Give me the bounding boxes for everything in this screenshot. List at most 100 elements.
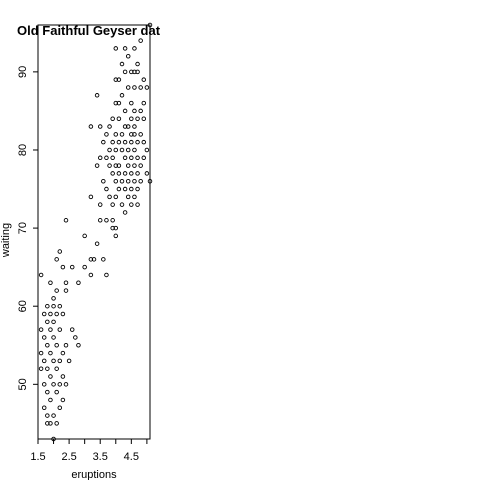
data-point — [104, 218, 109, 223]
data-point — [57, 303, 63, 309]
data-point — [45, 389, 50, 395]
data-point — [135, 171, 140, 176]
data-point — [147, 22, 153, 28]
data-point — [104, 186, 109, 192]
data-point — [110, 139, 115, 145]
data-point — [101, 139, 106, 145]
data-point — [51, 303, 56, 309]
data-point — [138, 85, 143, 90]
chart-title: Old Faithful Geyser data — [17, 23, 168, 38]
data-point — [129, 139, 134, 145]
data-point — [116, 186, 122, 192]
data-point — [51, 358, 56, 364]
data-point — [48, 374, 53, 379]
data-point — [41, 382, 47, 387]
data-point — [113, 163, 119, 168]
data-point — [38, 327, 44, 332]
data-point — [82, 233, 87, 239]
data-point — [63, 218, 69, 223]
data-point — [119, 178, 125, 184]
data-point — [122, 186, 128, 192]
data-point — [76, 280, 81, 286]
data-point — [54, 311, 59, 317]
data-point — [88, 194, 94, 200]
data-point — [41, 311, 47, 317]
data-point — [97, 124, 103, 129]
data-point — [51, 413, 56, 418]
data-point — [129, 132, 134, 137]
data-point — [125, 54, 131, 59]
y-tick-label: 90 — [17, 66, 29, 78]
data-point — [144, 147, 150, 153]
data-point — [141, 139, 147, 145]
data-point — [141, 100, 147, 106]
y-tick-label: 80 — [17, 144, 29, 156]
x-tick-label: 2.5 — [61, 451, 76, 463]
data-point — [132, 194, 137, 200]
data-point — [76, 343, 81, 348]
data-point — [116, 171, 122, 176]
data-point — [51, 296, 56, 301]
y-axis: 50 60 70 80 90 — [17, 66, 38, 390]
data-point — [122, 69, 128, 75]
data-point — [132, 69, 137, 75]
data-point — [125, 178, 131, 184]
data-point — [113, 225, 119, 231]
data-point — [38, 350, 44, 356]
data-point — [48, 397, 53, 403]
data-point — [45, 303, 50, 309]
data-point — [119, 93, 125, 98]
data-point — [57, 358, 63, 364]
data-point — [107, 124, 112, 129]
data-point — [48, 280, 53, 286]
x-tick-label: 3.5 — [93, 451, 108, 463]
data-point — [94, 93, 100, 98]
data-point — [63, 280, 69, 286]
data-point — [141, 77, 147, 82]
data-point — [116, 100, 122, 106]
data-point — [129, 202, 134, 207]
data-point — [116, 139, 122, 145]
y-axis-label: waiting — [0, 223, 12, 258]
data-point — [41, 335, 47, 340]
data-point — [45, 366, 50, 371]
data-point — [132, 85, 137, 90]
data-point — [69, 327, 75, 332]
data-point — [54, 343, 59, 348]
data-point — [125, 194, 131, 200]
data-point — [38, 272, 44, 278]
data-point — [116, 77, 122, 82]
data-point — [45, 343, 50, 348]
data-point — [129, 116, 134, 121]
data-point — [138, 178, 143, 184]
data-point — [48, 350, 53, 356]
data-point — [51, 382, 56, 387]
data-point — [125, 147, 131, 153]
data-point — [60, 264, 66, 270]
data-point — [122, 210, 128, 215]
data-point — [135, 155, 140, 161]
data-point — [88, 272, 94, 278]
data-point — [119, 202, 125, 207]
data-point — [129, 155, 134, 161]
data-point — [135, 139, 140, 145]
data-point — [110, 171, 115, 176]
data-point — [51, 335, 56, 340]
data-point — [54, 257, 59, 262]
data-point — [135, 69, 140, 75]
data-point — [129, 186, 134, 192]
data-point — [147, 178, 153, 184]
data-point — [88, 257, 94, 262]
data-point — [94, 241, 100, 246]
data-point — [48, 311, 53, 317]
x-tick-label: 1.5 — [30, 451, 45, 463]
data-point — [104, 132, 109, 137]
data-point — [113, 46, 119, 51]
data-point — [97, 155, 103, 161]
data-point — [107, 194, 112, 200]
data-point — [45, 421, 50, 426]
data-point — [38, 366, 44, 371]
data-point — [88, 124, 94, 129]
data-point — [113, 132, 119, 137]
data-point — [141, 155, 147, 161]
